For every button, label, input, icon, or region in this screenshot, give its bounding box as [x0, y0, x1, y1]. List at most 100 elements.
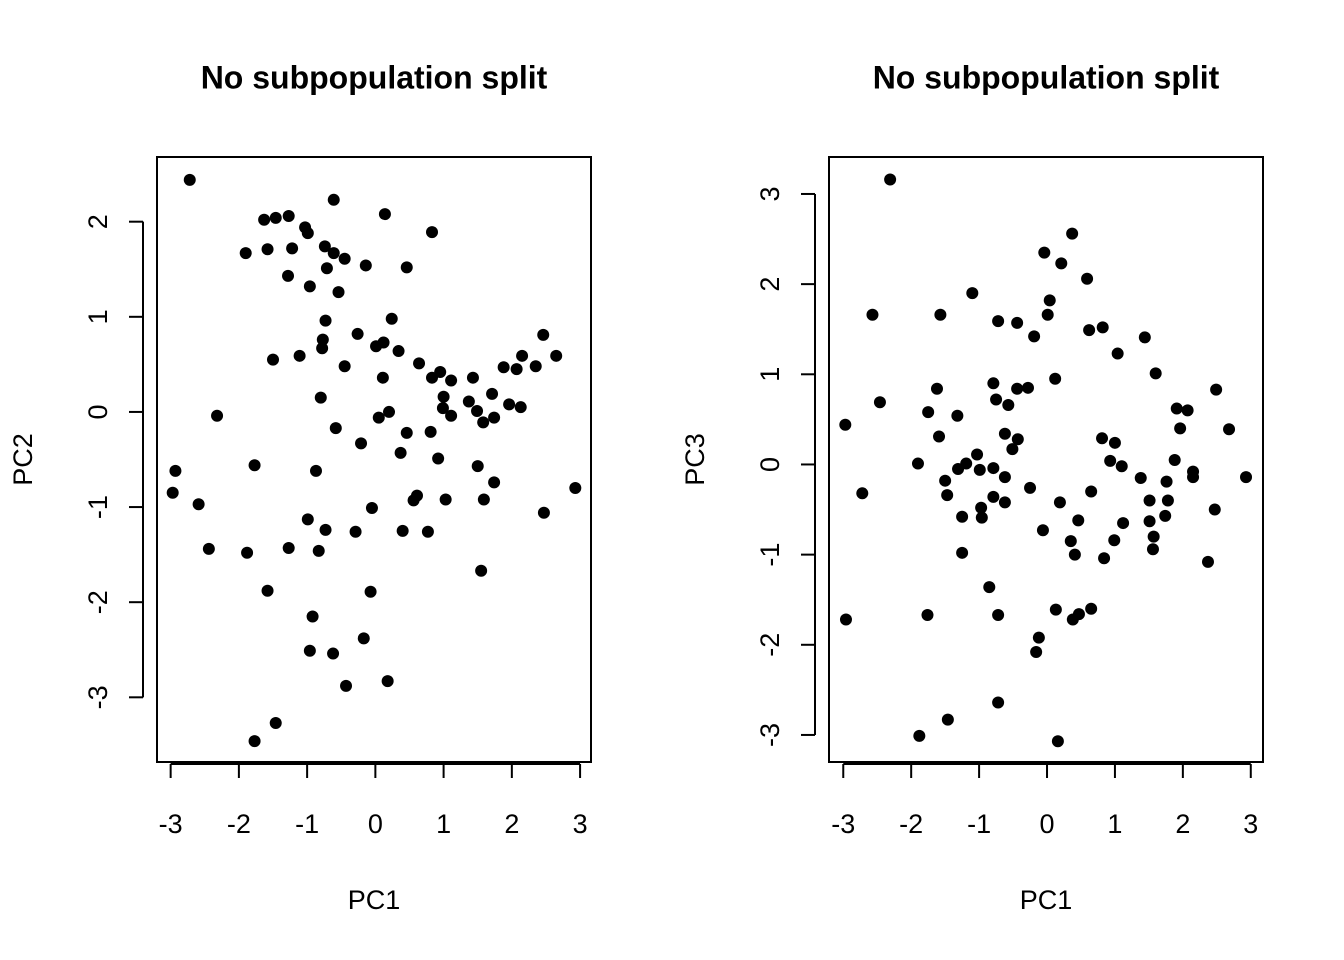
- point: [426, 226, 439, 239]
- y-tick-label: 3: [755, 186, 785, 201]
- point: [971, 448, 984, 461]
- point: [1002, 398, 1015, 411]
- y-tick-label: 0: [83, 404, 113, 419]
- point: [941, 713, 954, 726]
- point: [1134, 471, 1147, 484]
- point: [475, 564, 488, 577]
- point: [1083, 324, 1096, 337]
- point: [486, 387, 499, 400]
- x-tick-label: 3: [1243, 809, 1258, 839]
- x-tick-label: 1: [1107, 809, 1122, 839]
- point: [839, 613, 852, 626]
- point: [248, 735, 261, 748]
- plot-frame: [156, 156, 592, 763]
- point: [434, 365, 447, 378]
- point: [1108, 436, 1121, 449]
- point: [1085, 485, 1098, 498]
- point: [267, 353, 280, 366]
- point: [956, 510, 969, 523]
- point: [998, 471, 1011, 484]
- y-tick-label: -1: [83, 495, 113, 519]
- point: [1036, 524, 1049, 537]
- point: [1006, 443, 1019, 456]
- point: [327, 193, 340, 206]
- point: [873, 396, 886, 409]
- point: [436, 402, 449, 415]
- point: [327, 647, 340, 660]
- point: [1085, 602, 1098, 615]
- y-tick-label: -1: [755, 543, 785, 567]
- point: [413, 357, 426, 370]
- point: [394, 446, 407, 459]
- point: [445, 409, 458, 422]
- point: [529, 360, 542, 373]
- point: [497, 361, 510, 374]
- point: [1098, 552, 1111, 565]
- point: [992, 315, 1005, 328]
- x-axis-label: PC1: [1020, 885, 1073, 915]
- y-tick-label: -2: [755, 633, 785, 657]
- point: [303, 644, 316, 657]
- point: [365, 502, 378, 515]
- y-tick-label: 1: [755, 367, 785, 382]
- point: [1143, 515, 1156, 528]
- point: [192, 498, 205, 511]
- point: [921, 609, 934, 622]
- point: [1024, 481, 1037, 494]
- x-tick-label: -1: [967, 809, 991, 839]
- point: [939, 474, 952, 487]
- point: [1081, 272, 1094, 285]
- point: [316, 342, 329, 355]
- point: [975, 511, 988, 524]
- point: [1104, 454, 1117, 467]
- point: [1066, 613, 1079, 626]
- point: [349, 525, 362, 538]
- point: [1159, 509, 1172, 522]
- point: [1022, 381, 1035, 394]
- point: [261, 584, 274, 597]
- point: [248, 459, 261, 472]
- point: [340, 679, 353, 692]
- point: [462, 395, 475, 408]
- x-tick-label: 2: [1175, 809, 1190, 839]
- point: [911, 457, 924, 470]
- x-tick-label: 0: [368, 809, 383, 839]
- point: [241, 546, 254, 559]
- point: [327, 247, 340, 260]
- point: [990, 393, 1003, 406]
- point: [1187, 471, 1200, 484]
- point: [471, 404, 484, 417]
- point: [357, 632, 370, 645]
- point: [839, 418, 852, 431]
- point: [973, 463, 986, 476]
- y-tick-label: -3: [83, 685, 113, 709]
- point: [1111, 347, 1124, 360]
- x-tick-label: 1: [436, 809, 451, 839]
- point: [166, 486, 179, 499]
- point: [1117, 517, 1130, 530]
- point: [884, 173, 897, 186]
- point: [421, 525, 434, 538]
- point: [338, 252, 351, 265]
- chart-title: No subpopulation split: [873, 59, 1220, 95]
- point: [392, 345, 405, 358]
- point: [930, 382, 943, 395]
- y-tick-label: 0: [755, 457, 785, 472]
- point: [983, 581, 996, 594]
- x-tick-label: 0: [1040, 809, 1055, 839]
- point: [1147, 530, 1160, 543]
- point: [998, 496, 1011, 509]
- point: [866, 308, 879, 321]
- point: [1096, 321, 1109, 334]
- point: [1068, 548, 1081, 561]
- point: [966, 287, 979, 300]
- point: [301, 513, 314, 526]
- point: [1143, 494, 1156, 507]
- point: [1181, 404, 1194, 417]
- point: [306, 610, 319, 623]
- point: [975, 501, 988, 514]
- point: [301, 227, 314, 240]
- x-tick-label: -3: [831, 809, 855, 839]
- x-tick-label: -3: [159, 809, 183, 839]
